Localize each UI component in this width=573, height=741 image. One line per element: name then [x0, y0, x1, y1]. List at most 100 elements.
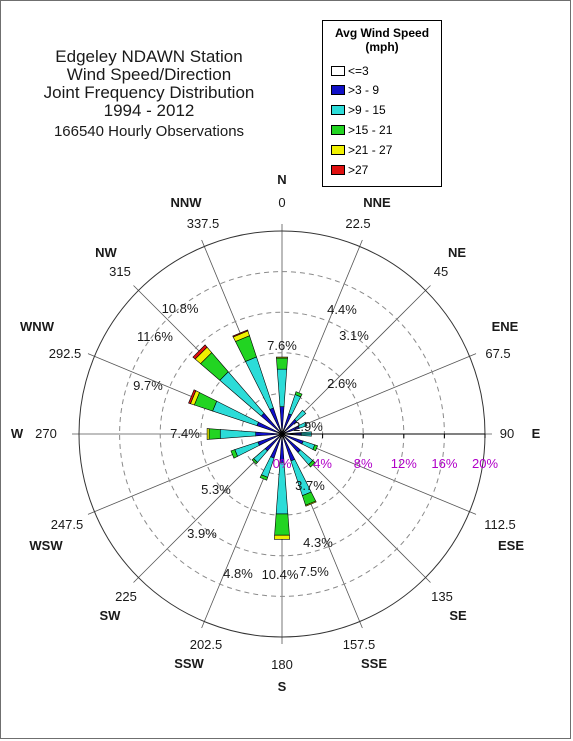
direction-percent-label: 7.5% [299, 564, 329, 579]
petal-segment [234, 441, 260, 457]
direction-percent-label: 2.6% [327, 376, 357, 391]
direction-percent-label: 3.7% [295, 478, 325, 493]
petal-segment [273, 534, 291, 540]
petal-segment [255, 431, 281, 437]
legend-swatch [331, 66, 345, 76]
legend-label: >3 - 9 [348, 83, 380, 97]
direction-label: WSW [29, 538, 63, 553]
spoke-line [281, 285, 431, 435]
direction-percent-label: 4.4% [327, 302, 357, 317]
petal-segment [208, 428, 221, 440]
degree-label: 247.5 [51, 517, 84, 532]
degree-label: 292.5 [49, 346, 82, 361]
scale-label: 4% [313, 456, 332, 471]
direction-label: NW [95, 245, 117, 260]
legend-swatch [331, 165, 345, 175]
direction-label: NNW [170, 195, 202, 210]
scale-label: 12% [391, 456, 417, 471]
title-line-1: Edgeley NDAWN Station [55, 47, 243, 66]
degree-label: 45 [434, 264, 448, 279]
direction-label: ESE [498, 538, 524, 553]
scale-label: 0% [273, 456, 292, 471]
degree-label: 337.5 [187, 216, 220, 231]
direction-label: WNW [20, 319, 55, 334]
legend-swatch [331, 85, 345, 95]
degree-label: 202.5 [190, 637, 223, 652]
legend-title-line-1: Avg Wind Speed [334, 26, 430, 40]
petal-segment [192, 344, 208, 360]
degree-label: 315 [109, 264, 131, 279]
legend-title-line-2: (mph) [365, 40, 399, 54]
degree-label: 90 [500, 426, 514, 441]
direction-percent-label: 10.8% [162, 301, 199, 316]
scale-label: 20% [472, 456, 498, 471]
direction-label: E [532, 426, 541, 441]
legend-label: >9 - 15 [348, 103, 386, 117]
title-line-3: Joint Frequency Distribution [43, 83, 255, 102]
petal-segment [312, 444, 319, 452]
petal-segment [232, 329, 249, 338]
legend-item: >3 - 9 [331, 83, 379, 97]
direction-label: SW [100, 608, 122, 623]
petal-segment [259, 474, 269, 481]
direction-label: SSE [361, 656, 387, 671]
petal-segment [294, 409, 307, 422]
petal-segment [305, 500, 317, 507]
scale-label: 8% [354, 456, 373, 471]
petal-segment [297, 421, 308, 429]
degree-label: 225 [115, 589, 137, 604]
petal-segment [276, 368, 288, 407]
direction-percent-label: 2.9% [293, 419, 323, 434]
direction-label: S [278, 679, 287, 694]
degree-label: 67.5 [485, 346, 510, 361]
petal-segment [288, 394, 302, 416]
direction-percent-label: 4.3% [303, 535, 333, 550]
legend-swatch [331, 145, 345, 155]
direction-percent-label: 4.8% [223, 566, 253, 581]
direction-percent-label: 9.7% [133, 378, 163, 393]
degree-label: 135 [431, 589, 453, 604]
legend-label: >15 - 21 [348, 123, 393, 137]
direction-label: ENE [492, 319, 519, 334]
petal-segment [301, 440, 316, 450]
legend-item: >27 [331, 163, 368, 177]
legend-swatch [331, 105, 345, 115]
direction-label: NE [448, 245, 466, 260]
title-line-4: 1994 - 2012 [103, 101, 195, 120]
petal-segment [251, 458, 258, 465]
legend-item: <=3 [331, 64, 369, 78]
degree-label: 22.5 [345, 216, 370, 231]
direction-percent-label: 3.1% [339, 328, 369, 343]
direction-label: SE [449, 608, 467, 623]
petal-segment [274, 513, 290, 536]
direction-percent-label: 5.3% [201, 482, 231, 497]
direction-percent-label: 3.9% [187, 526, 217, 541]
degree-label: 270 [35, 426, 57, 441]
legend-item: >9 - 15 [331, 103, 386, 117]
direction-percent-label: 10.4% [262, 567, 299, 582]
legend-label: <=3 [348, 64, 369, 78]
degree-label: 180 [271, 657, 293, 672]
legend-item: >21 - 27 [331, 143, 392, 157]
observations-count: 166540 Hourly Observations [53, 123, 245, 140]
direction-label: SSW [174, 656, 204, 671]
petal-segment [279, 406, 285, 433]
legend-swatch [331, 125, 345, 135]
direction-label: N [277, 172, 286, 187]
degree-label: 157.5 [343, 637, 376, 652]
legend-item: >15 - 21 [331, 123, 392, 137]
spoke-line [281, 353, 477, 435]
petal-segment [206, 428, 210, 440]
legend-title: Avg Wind Speed (mph) [323, 26, 441, 54]
direction-label: NNE [363, 195, 391, 210]
scale-label: 16% [431, 456, 457, 471]
petal-segment [219, 429, 256, 439]
degree-label: 112.5 [484, 517, 516, 532]
direction-percent-label: 7.6% [267, 338, 297, 353]
petal-segment [276, 357, 288, 370]
title-line-2: Wind Speed/Direction [66, 65, 232, 84]
direction-percent-label: 11.6% [137, 329, 173, 344]
petal-segment [188, 389, 197, 405]
